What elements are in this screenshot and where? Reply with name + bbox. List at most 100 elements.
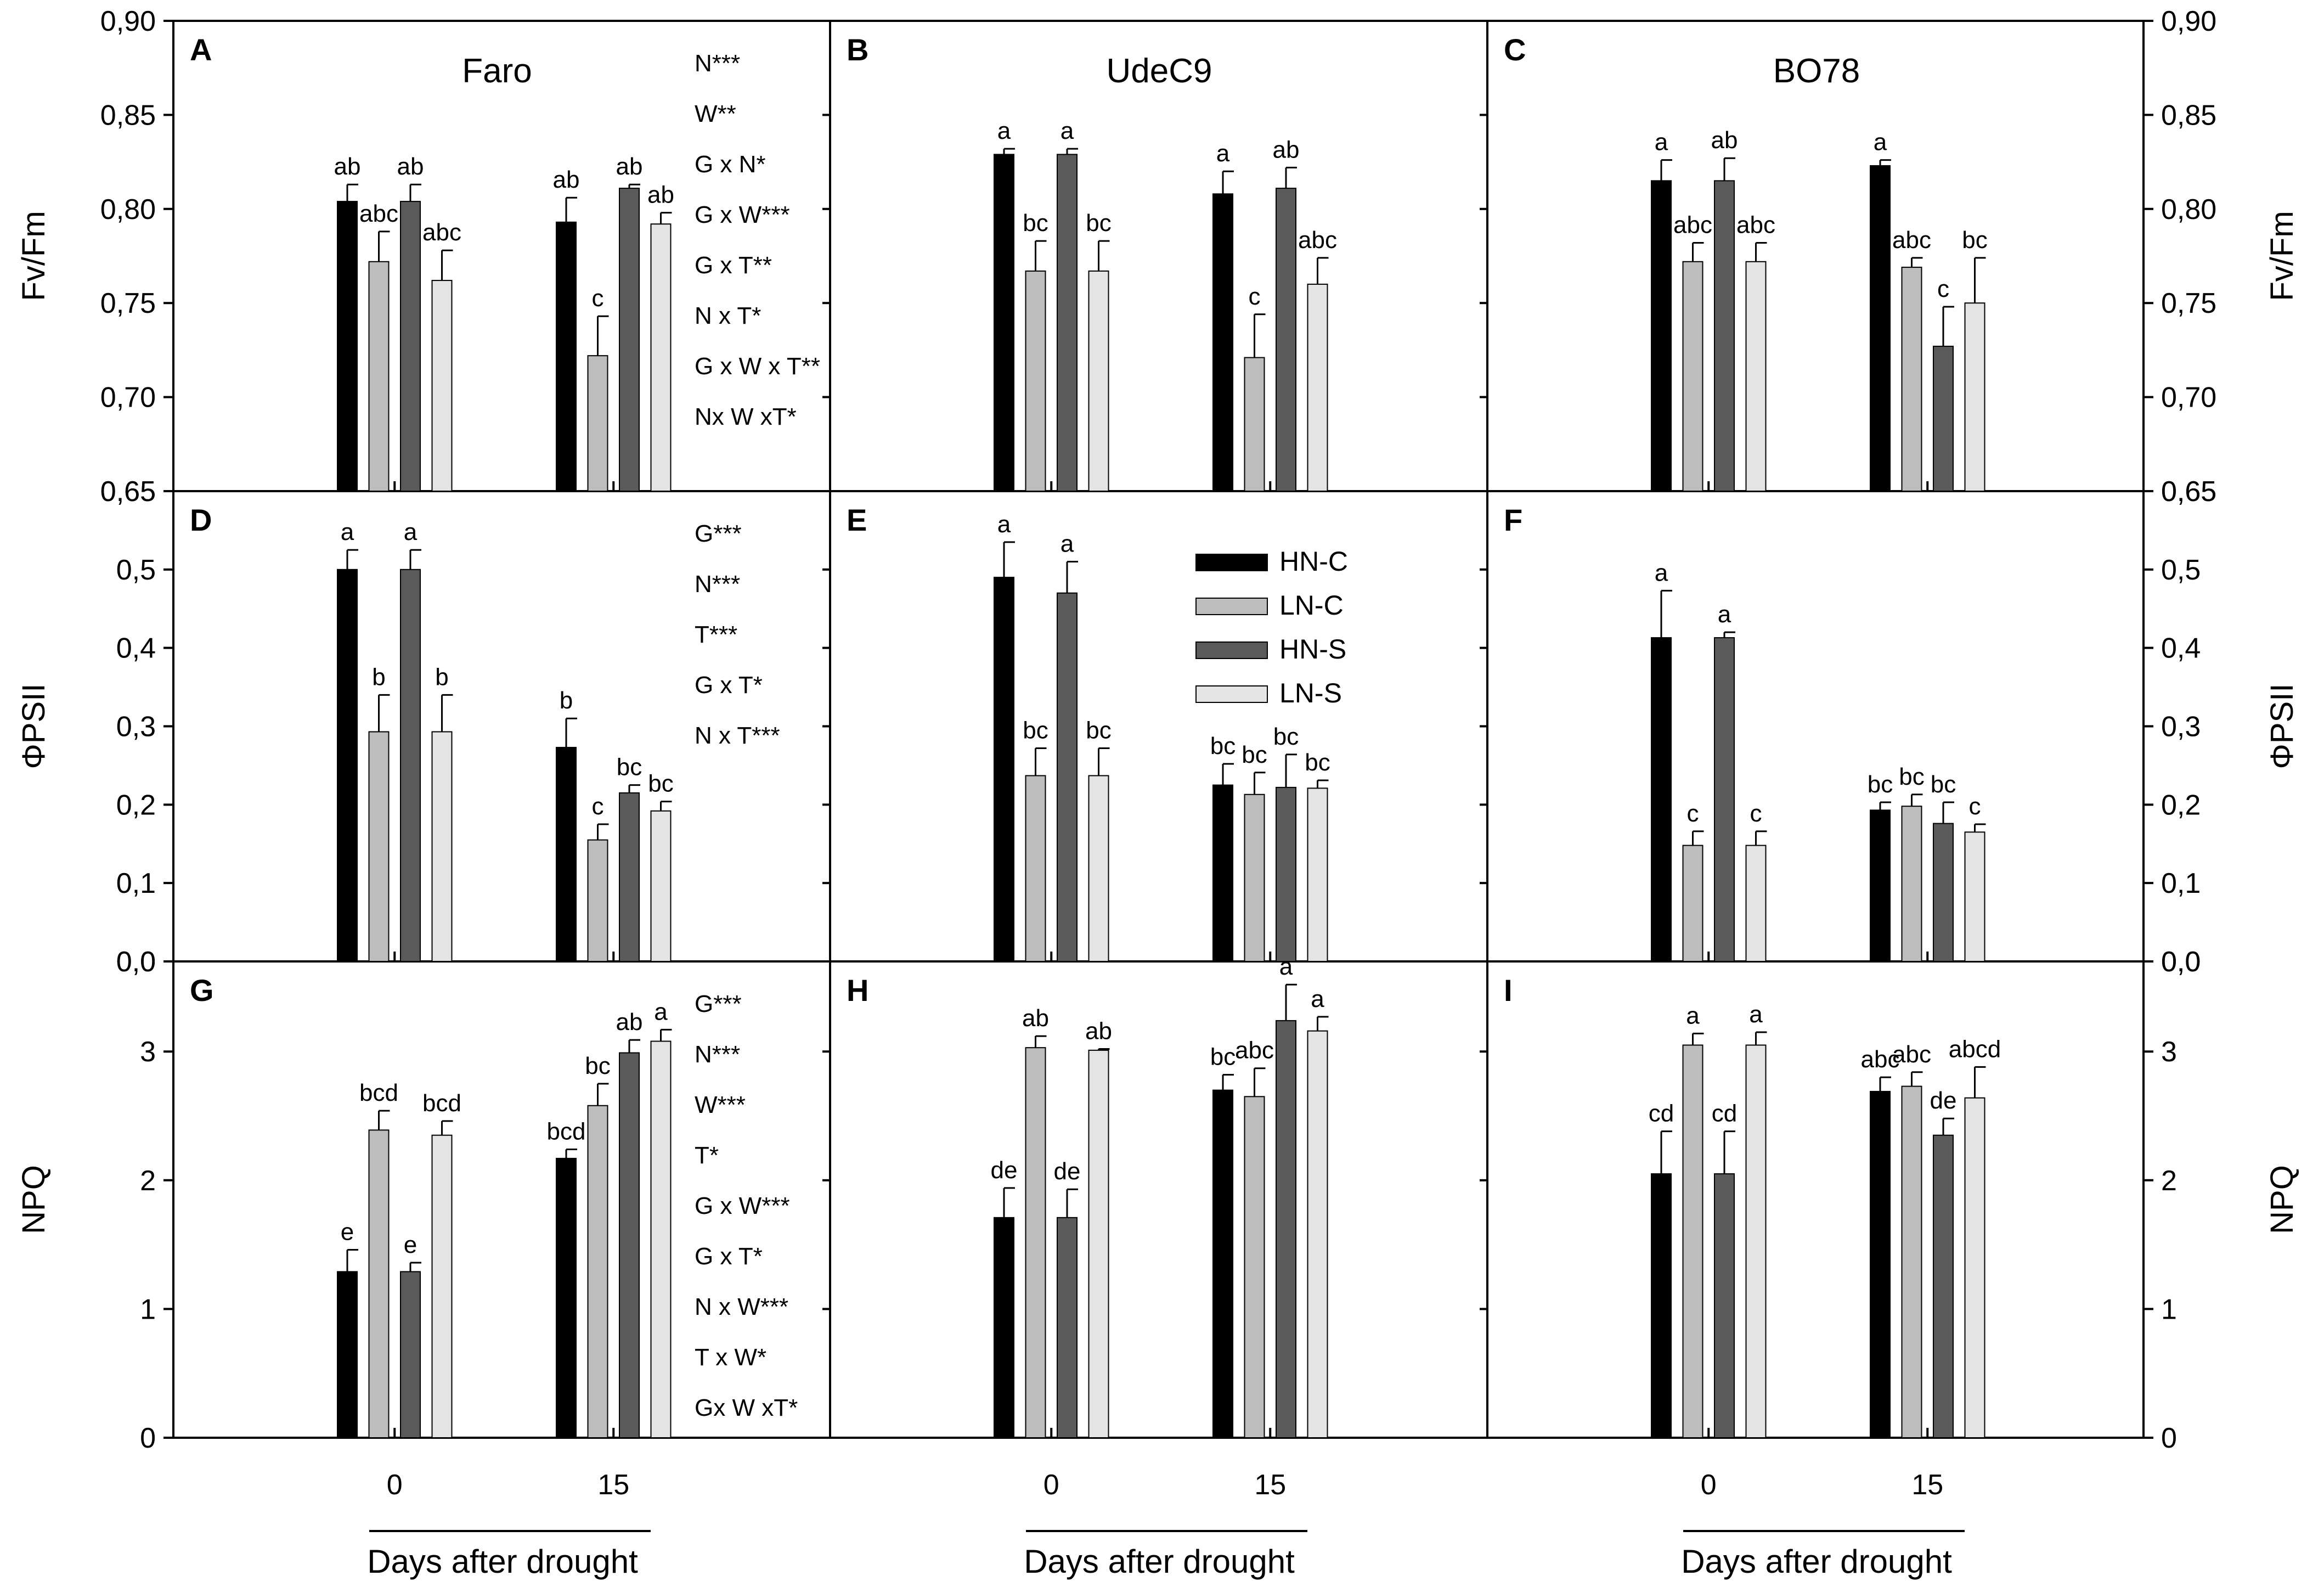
- bar-C-day0-LN-S: [1745, 261, 1767, 492]
- significance-letter: c: [592, 285, 604, 312]
- bar-I-day15-HN-C: [1870, 1090, 1891, 1438]
- y-tick-label-right: 0,85: [2161, 99, 2216, 131]
- statistics-annotation: Nx W xT*: [695, 403, 797, 430]
- x-tick-label: 0: [1701, 1469, 1717, 1501]
- bar-H-day0-HN-S: [1057, 1217, 1078, 1439]
- statistics-annotation: G x T**: [695, 252, 772, 279]
- bar-H-day0-HN-C: [994, 1217, 1014, 1439]
- bar-I-day0-HN-S: [1714, 1173, 1735, 1438]
- legend-label-HN-S: HN-S: [1279, 634, 1346, 665]
- statistics-annotation: N***: [695, 50, 740, 77]
- x-tick-label: 15: [1254, 1469, 1286, 1501]
- bar-B-day0-HN-C: [994, 154, 1014, 492]
- significance-letter: e: [404, 1231, 417, 1258]
- significance-letter: cd: [1712, 1100, 1737, 1127]
- y-tick-label-right: 0,0: [2161, 946, 2201, 978]
- bar-G-day15-HN-C: [556, 1157, 577, 1438]
- bar-C-day0-LN-C: [1682, 261, 1703, 492]
- bar-C-day0-HN-C: [1651, 180, 1672, 492]
- significance-letter: c: [1687, 800, 1699, 827]
- significance-letter: c: [592, 793, 604, 820]
- y-tick-label-right: 0,2: [2161, 789, 2201, 821]
- significance-letter: bc: [1210, 1043, 1236, 1070]
- bar-B-day15-HN-C: [1212, 193, 1233, 492]
- bar-B-day15-HN-S: [1276, 188, 1296, 492]
- bar-B-day15-LN-S: [1307, 283, 1328, 492]
- bar-F-day15-HN-C: [1870, 809, 1891, 962]
- cultivar-title: Faro: [462, 52, 532, 90]
- y-tick-label-right: 0,4: [2161, 633, 2201, 665]
- bar-B-day15-LN-C: [1244, 357, 1265, 492]
- significance-letter: bcd: [422, 1090, 461, 1117]
- bar-A-day15-LN-C: [587, 355, 608, 492]
- bar-I-day15-HN-S: [1933, 1134, 1954, 1438]
- statistics-annotation: T***: [695, 621, 737, 648]
- y-tick-label-right: 2: [2161, 1165, 2177, 1197]
- bar-A-day15-HN-S: [619, 188, 640, 492]
- y-tick-label-left: 0,4: [116, 633, 156, 665]
- panel-frame-C: [1486, 20, 2145, 492]
- bar-F-day0-HN-S: [1714, 637, 1735, 963]
- significance-letter: abcd: [1949, 1036, 2001, 1062]
- bar-C-day15-LN-C: [1901, 267, 1922, 492]
- significance-letter: a: [1216, 140, 1230, 167]
- statistics-annotation: G x W***: [695, 1192, 790, 1219]
- significance-letter: a: [654, 998, 668, 1025]
- y-tick-label-right: 0,3: [2161, 711, 2201, 743]
- significance-letter: a: [997, 117, 1011, 144]
- significance-letter: abc: [422, 219, 461, 246]
- significance-letter: a: [1061, 531, 1074, 558]
- y-tick-label-left: 0,85: [100, 99, 156, 131]
- bar-E-day15-LN-S: [1307, 787, 1328, 963]
- bar-A-day0-LN-C: [368, 261, 390, 492]
- bar-A-day0-HN-C: [337, 201, 358, 492]
- statistics-annotation: N x T***: [695, 722, 780, 749]
- significance-letter: bcd: [547, 1118, 586, 1145]
- statistics-annotation: N***: [695, 571, 740, 598]
- significance-letter: ab: [647, 182, 674, 209]
- significance-letter: de: [1930, 1087, 1957, 1114]
- significance-letter: cd: [1649, 1100, 1674, 1127]
- text-layer: Fv/Fm Fv/Fm 0,65 0,65 0,70 0,70 0,75 0,75 0,80 0,…: [16, 5, 2300, 1580]
- bar-H-day0-LN-S: [1088, 1049, 1109, 1438]
- statistics-annotation: G x N*: [695, 151, 766, 178]
- y-tick-label-right: 0,0: [2161, 946, 2201, 978]
- significance-letter: bc: [1273, 723, 1299, 750]
- legend-swatch-LN-C: [1195, 598, 1268, 615]
- cultivar-title: UdeC9: [1107, 52, 1212, 90]
- bar-H-day0-LN-C: [1025, 1047, 1046, 1438]
- significance-letter: bc: [1305, 749, 1330, 776]
- significance-letter: ab: [1273, 136, 1300, 163]
- panel-frames: [163, 20, 2153, 1532]
- significance-letter: c: [1937, 275, 1949, 302]
- bar-E-day0-LN-C: [1025, 775, 1046, 962]
- bar-D-day15-HN-S: [619, 792, 640, 962]
- significance-letter: bc: [1242, 741, 1267, 768]
- bar-F-day15-LN-S: [1964, 831, 1985, 962]
- bar-B-day0-HN-S: [1057, 154, 1078, 492]
- y-tick-label-right: 0,65: [2161, 476, 2216, 508]
- panel-label-B: B: [847, 32, 868, 67]
- bar-A-day15-LN-S: [650, 223, 672, 492]
- y-tick-label-right: 0,65: [2161, 476, 2216, 508]
- bar-E-day0-HN-S: [1057, 592, 1078, 962]
- significance-letter: bc: [1868, 771, 1893, 798]
- y-axis-label-right: ΦPSII: [2264, 684, 2300, 769]
- statistics-annotation: G x T*: [695, 672, 763, 699]
- y-tick-label-right: 0,1: [2161, 868, 2201, 899]
- bar-F-day0-LN-C: [1682, 845, 1703, 963]
- statistics-annotation: T*: [695, 1142, 719, 1169]
- x-axis-title: Days after drought: [367, 1543, 638, 1580]
- panel-label-D: D: [190, 503, 212, 537]
- y-tick-label-left: 0,80: [100, 194, 156, 226]
- y-tick-label-right: 0,75: [2161, 288, 2216, 319]
- bar-I-day0-LN-C: [1682, 1044, 1703, 1438]
- significance-letter: bc: [1086, 717, 1111, 744]
- x-tick-label: 15: [1911, 1469, 1943, 1501]
- significance-letter: de: [991, 1157, 1018, 1184]
- significance-letter: b: [372, 663, 385, 690]
- bar-A-day0-LN-S: [431, 280, 453, 492]
- significance-letter: a: [1279, 953, 1293, 980]
- bar-H-day15-HN-S: [1276, 1020, 1296, 1439]
- y-tick-label-left: 0: [140, 1422, 156, 1454]
